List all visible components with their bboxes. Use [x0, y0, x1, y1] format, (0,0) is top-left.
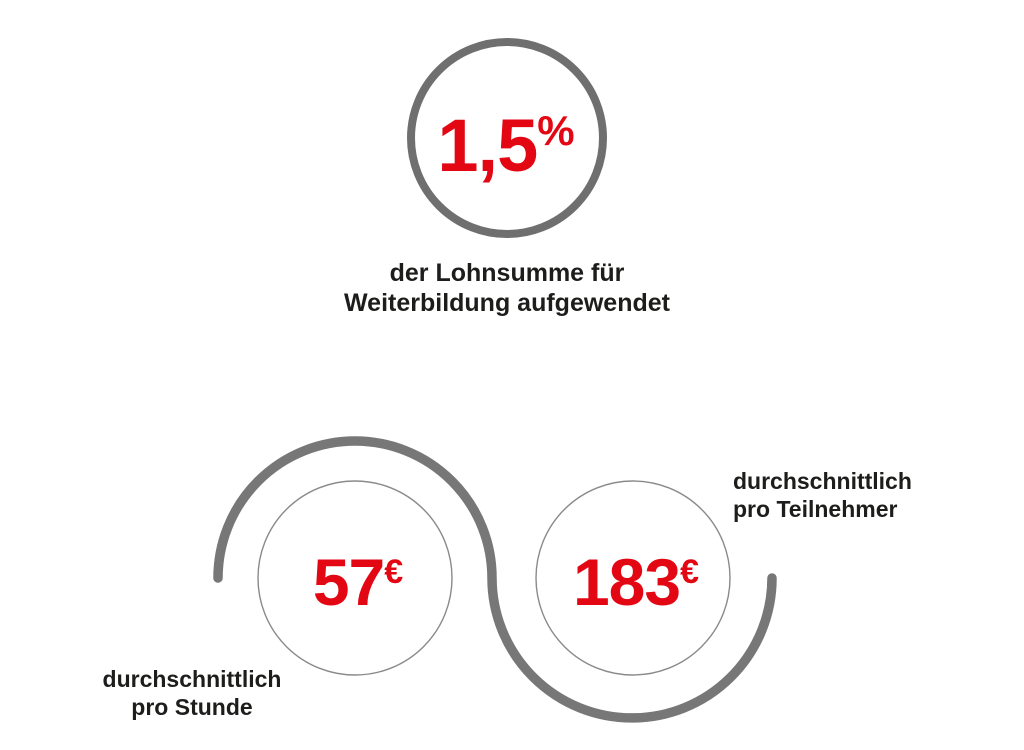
percent-stat-number: 1,5 — [437, 104, 538, 187]
per-participant-euro-sign: € — [680, 553, 700, 591]
percent-stat-caption: der Lohnsumme für Weiterbildung aufgewen… — [344, 258, 670, 318]
percent-stat-value: 1,5% — [437, 109, 574, 183]
percent-caption-line1: der Lohnsumme für — [389, 259, 625, 287]
per-hour-label-line2: pro Stunde — [131, 694, 253, 720]
per-participant-label-line1: durchschnittlich — [733, 468, 912, 494]
per-hour-stat-value: 57€ — [313, 549, 403, 615]
per-hour-stat-label: durchschnittlich pro Stunde — [103, 665, 282, 721]
per-participant-number: 183 — [572, 545, 681, 619]
percent-sign: % — [537, 107, 575, 154]
per-participant-label-line2: pro Teilnehmer — [733, 496, 898, 522]
per-participant-stat-label: durchschnittlich pro Teilnehmer — [733, 467, 912, 523]
per-participant-stat-value: 183€ — [573, 549, 699, 615]
per-hour-label-line1: durchschnittlich — [102, 666, 282, 692]
per-hour-euro-sign: € — [384, 553, 404, 591]
percent-caption-line2: Weiterbildung aufgewendet — [344, 289, 670, 317]
per-hour-number: 57 — [312, 545, 385, 619]
